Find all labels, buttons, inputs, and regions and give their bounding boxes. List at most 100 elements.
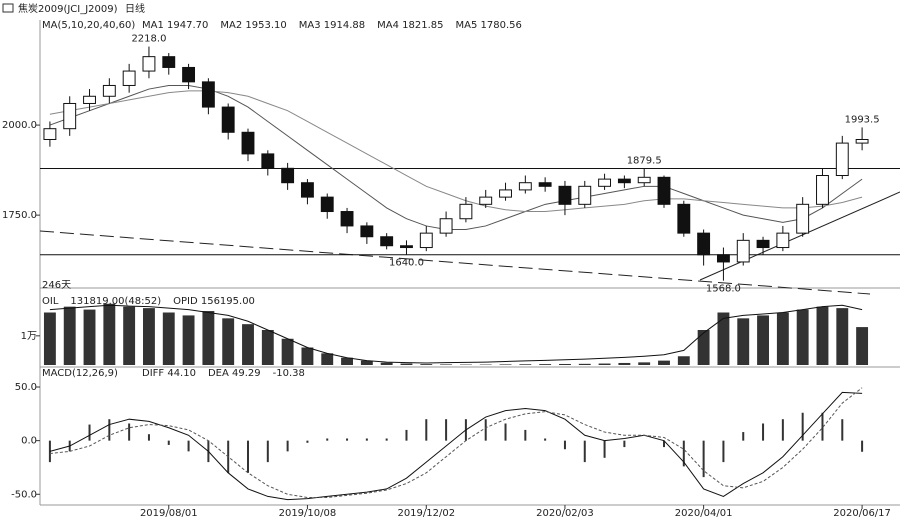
candle-body — [400, 245, 413, 249]
macd-bar — [841, 419, 844, 441]
legend-entry: MA4 1821.85 — [377, 20, 443, 31]
legend-entry: DEA 49.29 — [208, 368, 261, 379]
candle-body — [162, 56, 176, 68]
volume-bar — [301, 347, 314, 365]
macd-bar — [544, 438, 547, 441]
volume-bar — [737, 318, 750, 365]
volume-bar — [598, 363, 611, 365]
volume-bar — [43, 312, 56, 365]
candle-body — [281, 167, 295, 184]
macd-bar — [385, 438, 388, 441]
period[interactable]: 日线 — [125, 2, 145, 15]
y-tick-label: 0.0 — [21, 436, 37, 447]
macd-bar — [623, 440, 626, 448]
macd-bar — [346, 438, 349, 441]
candle-body — [756, 239, 770, 249]
volume-bar — [816, 306, 829, 365]
macd-bar — [286, 440, 289, 452]
macd-bar — [801, 412, 804, 441]
candle-body — [776, 232, 790, 249]
macd-bar — [742, 432, 745, 441]
panel-title: MACD(12,26,9) — [42, 368, 118, 379]
macd-bar — [88, 424, 91, 441]
macd-bar — [682, 440, 685, 467]
trend-line — [699, 191, 900, 281]
y-tick-label: 2000.0 — [2, 120, 37, 131]
menu-icon[interactable] — [2, 3, 14, 13]
legend-entry: MA5 1780.56 — [456, 20, 522, 31]
instrument-title[interactable]: 焦炭2009(JCI_J2009) — [18, 2, 118, 15]
candle-body — [479, 196, 493, 205]
volume-bar — [360, 360, 373, 365]
volume-bar — [499, 364, 512, 365]
candle-body — [736, 239, 750, 263]
macd-bar — [524, 429, 527, 441]
volume-bar — [440, 364, 453, 365]
candle-body — [182, 66, 196, 83]
legend-entry: 131819.00(48:52) — [70, 296, 161, 307]
candle-body — [300, 182, 314, 198]
macd-bar — [583, 440, 586, 463]
candle-body — [63, 102, 77, 130]
macd-bar — [128, 423, 131, 441]
volume-bar — [281, 338, 294, 365]
dea-line — [49, 387, 863, 498]
x-tick-label: 2020/04/01 — [675, 508, 733, 519]
volume-bar — [341, 357, 353, 365]
volume-bar — [519, 364, 532, 365]
volume-bar — [638, 362, 651, 365]
candle-body — [419, 232, 433, 249]
volume-bar — [400, 363, 413, 365]
x-tick-label: 2020/06/17 — [833, 508, 891, 519]
candle-body — [598, 178, 612, 187]
volume-bar — [83, 309, 96, 365]
candle-body — [241, 131, 255, 155]
volume-bar — [677, 356, 690, 365]
volume-bar — [202, 311, 215, 365]
ma-line — [49, 90, 863, 213]
price-annotation: 1993.5 — [845, 114, 880, 125]
volume-bar — [539, 364, 552, 365]
trend-line — [39, 230, 871, 295]
volume-bar — [578, 363, 591, 365]
legend-entry: DIFF 44.10 — [142, 368, 196, 379]
candle-body — [43, 128, 57, 140]
macd-bar — [821, 412, 824, 441]
volume-bar — [182, 315, 195, 365]
macd-bar — [266, 440, 269, 463]
price-annotation: 1568.0 — [706, 284, 741, 295]
open-interest-line — [49, 304, 863, 364]
panel-title: MA(5,10,20,40,60) — [42, 20, 135, 31]
x-tick-label: 2019/10/08 — [279, 508, 337, 519]
y-tick-label: -50.0 — [11, 489, 37, 500]
candle-body — [122, 70, 136, 86]
candle-body — [697, 232, 711, 256]
candle-body — [578, 185, 592, 205]
candle-body — [201, 81, 215, 108]
candle-body — [102, 84, 116, 97]
macd-bar — [167, 440, 170, 445]
macd-bar — [722, 440, 725, 463]
candle-body — [142, 56, 156, 72]
volume-bar — [380, 362, 393, 365]
volume-bar — [618, 362, 631, 365]
volume-bar — [757, 315, 769, 365]
macd-bar — [247, 440, 249, 473]
ma-line — [49, 84, 863, 231]
volume-bar — [261, 330, 274, 365]
macd-bar — [405, 429, 408, 441]
candle-body — [796, 203, 810, 234]
macd-bar — [484, 419, 487, 441]
legend-entry: -10.38 — [273, 368, 305, 379]
volume-bar — [776, 312, 789, 365]
candle-body — [380, 236, 394, 247]
candle-body — [221, 106, 235, 133]
macd-bar — [306, 440, 309, 443]
price-annotation: 2218.0 — [131, 34, 166, 45]
volume-bar — [717, 312, 730, 365]
candle-body — [816, 175, 829, 205]
candle-body — [360, 225, 374, 238]
candle-body — [261, 153, 275, 169]
